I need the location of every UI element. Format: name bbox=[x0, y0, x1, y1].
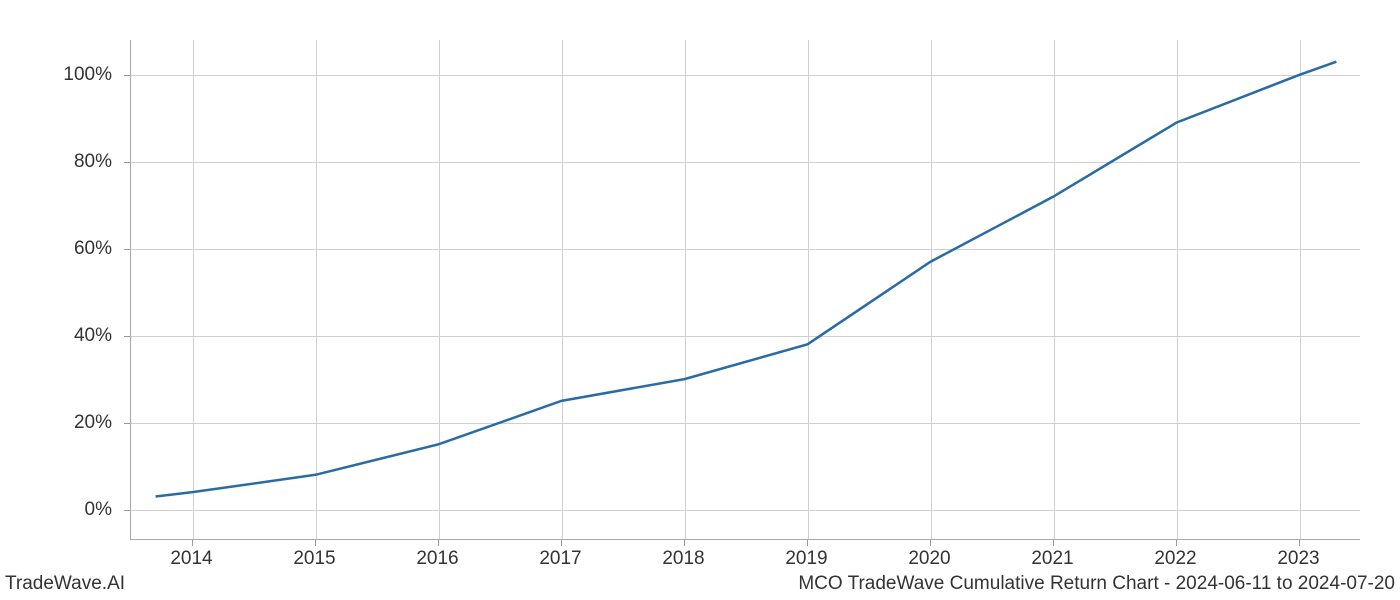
line-path bbox=[156, 62, 1337, 497]
line-series bbox=[131, 40, 1360, 539]
y-tick-label: 100% bbox=[63, 64, 112, 86]
y-tick-label: 60% bbox=[74, 238, 112, 260]
chart-container: 2014201520162017201820192020202120222023… bbox=[130, 40, 1360, 540]
x-tick bbox=[807, 540, 808, 546]
x-tick-label: 2017 bbox=[539, 548, 581, 570]
x-tick-label: 2015 bbox=[293, 548, 335, 570]
x-tick-label: 2023 bbox=[1277, 548, 1319, 570]
y-tick-label: 80% bbox=[74, 151, 112, 173]
x-tick bbox=[561, 540, 562, 546]
y-tick-label: 0% bbox=[85, 499, 112, 521]
y-tick bbox=[124, 423, 130, 424]
x-tick bbox=[438, 540, 439, 546]
x-tick bbox=[192, 540, 193, 546]
y-tick-label: 40% bbox=[74, 325, 112, 347]
x-tick bbox=[315, 540, 316, 546]
y-tick bbox=[124, 336, 130, 337]
x-tick-label: 2021 bbox=[1031, 548, 1073, 570]
x-tick bbox=[1176, 540, 1177, 546]
y-tick bbox=[124, 75, 130, 76]
x-tick-label: 2018 bbox=[662, 548, 704, 570]
plot-area bbox=[130, 40, 1360, 540]
x-tick bbox=[1053, 540, 1054, 546]
x-tick-label: 2014 bbox=[170, 548, 212, 570]
x-tick bbox=[930, 540, 931, 546]
x-tick bbox=[1299, 540, 1300, 546]
footer-right: MCO TradeWave Cumulative Return Chart - … bbox=[798, 573, 1395, 595]
y-tick bbox=[124, 162, 130, 163]
x-tick bbox=[684, 540, 685, 546]
x-tick-label: 2022 bbox=[1154, 548, 1196, 570]
footer-left: TradeWave.AI bbox=[5, 573, 125, 595]
x-tick-label: 2019 bbox=[785, 548, 827, 570]
x-tick-label: 2016 bbox=[416, 548, 458, 570]
y-tick bbox=[124, 249, 130, 250]
x-tick-label: 2020 bbox=[908, 548, 950, 570]
y-tick-label: 20% bbox=[74, 412, 112, 434]
y-tick bbox=[124, 510, 130, 511]
